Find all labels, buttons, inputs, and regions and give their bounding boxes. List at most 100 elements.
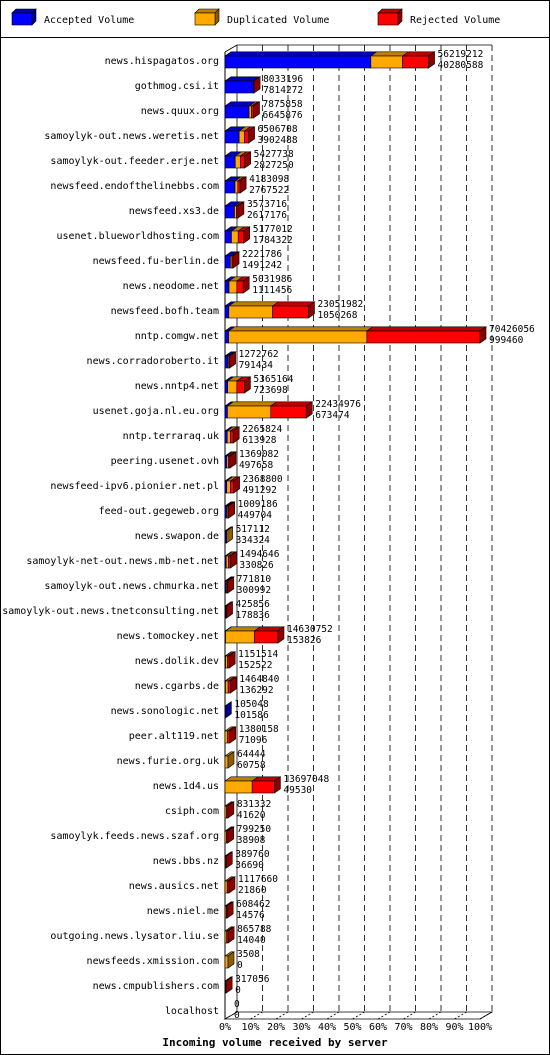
total-value-label: 3573716 <box>247 199 287 210</box>
bar-segment <box>224 155 236 169</box>
bar-row <box>224 126 256 144</box>
bar-segment <box>254 630 279 644</box>
total-value-label: 1494646 <box>239 549 279 560</box>
server-label: news.dolik.dev <box>135 656 219 667</box>
bar-segment <box>225 555 229 569</box>
accepted-value-label: 1491242 <box>242 260 282 271</box>
server-label: news.sonologic.net <box>111 706 219 717</box>
bar-segment <box>224 430 228 444</box>
legend-swatch <box>377 12 399 26</box>
server-label: news.nntp4.net <box>135 381 219 392</box>
server-label: newsfeed.endofthelinebbs.com <box>50 181 219 192</box>
bar-row <box>224 926 236 944</box>
bar-side <box>229 726 237 744</box>
server-label: newsfeed.xs3.de <box>129 206 219 217</box>
total-value-label: 4183098 <box>249 174 289 185</box>
total-value-label: 22434976 <box>315 399 361 410</box>
bar-side <box>226 601 233 619</box>
bar-segment <box>227 405 272 419</box>
bars <box>224 51 487 994</box>
bar-side <box>230 551 237 569</box>
top-left-edge <box>224 44 238 53</box>
bar-segment <box>224 730 228 744</box>
accepted-value-label: 791434 <box>239 360 274 371</box>
bar-side <box>277 626 285 644</box>
server-label: news.furie.org.uk <box>117 756 219 767</box>
server-label: usenet.goja.nl.eu.org <box>93 406 219 417</box>
server-label: newsfeed.fu-berlin.de <box>93 256 219 267</box>
bar-segment <box>230 480 234 494</box>
server-label: samoylyk-out.news.weretis.net <box>44 131 219 142</box>
bar-segment <box>234 155 241 169</box>
bar-side <box>233 476 240 494</box>
bar-side <box>229 351 236 369</box>
bar-segment <box>224 780 253 794</box>
accepted-value-label: 723698 <box>253 385 288 396</box>
bar-row <box>224 601 234 619</box>
accepted-value-label: 71096 <box>239 735 268 746</box>
accepted-value-label: 497658 <box>239 460 274 471</box>
bar-side <box>242 276 250 294</box>
server-label: news.1d4.us <box>153 781 219 792</box>
server-label: newsfeed.bofh.team <box>111 306 219 317</box>
legend-swatch <box>194 12 216 26</box>
legend: Accepted Volume Duplicated Volume Rejected… <box>11 8 500 26</box>
accepted-value-label: 613928 <box>242 435 277 446</box>
server-label: news.swapon.de <box>135 531 219 542</box>
total-value-label: 5031986 <box>252 274 292 285</box>
total-value-label: 13697048 <box>283 774 329 785</box>
server-label: news.niel.me <box>147 906 219 917</box>
total-value-label: 865788 <box>237 924 272 935</box>
accepted-value-label: 2767522 <box>249 185 289 196</box>
bar-side <box>274 776 281 794</box>
accepted-value-label: 300992 <box>237 585 271 596</box>
bar-row <box>224 851 234 869</box>
accepted-value-label: 60758 <box>237 760 266 771</box>
bar-row <box>224 501 236 519</box>
x-tick-label: 100% <box>468 1022 492 1033</box>
server-label: feed-out.gegeweb.org <box>99 506 219 517</box>
bar-side <box>248 126 255 144</box>
accepted-value-label: 101586 <box>234 710 269 721</box>
bar-row <box>224 976 234 994</box>
total-value-label: 105048 <box>234 699 269 710</box>
bar-segment <box>248 105 252 119</box>
total-value-label: 6506708 <box>258 124 298 135</box>
bar-side <box>244 151 251 169</box>
bar-segment <box>236 280 244 294</box>
bar-segment <box>224 955 229 969</box>
bar-row <box>224 701 233 719</box>
bar-row <box>224 151 252 169</box>
bar-segment <box>227 680 231 694</box>
bar-side <box>305 401 313 419</box>
bar-segment <box>224 355 229 369</box>
bar-side <box>226 901 234 919</box>
bar-row <box>224 376 252 394</box>
total-value-label: 425856 <box>236 599 271 610</box>
total-value-label: 23051982 <box>317 299 363 310</box>
total-value-label: 1151514 <box>238 649 278 660</box>
server-label: news.tomockey.net <box>117 631 219 642</box>
bar-row <box>224 651 237 669</box>
bar-segment <box>224 180 236 194</box>
accepted-value-label: 49530 <box>283 785 312 796</box>
total-value-label: 389760 <box>235 849 270 860</box>
bar-side <box>225 701 232 719</box>
x-tick-label: 50% <box>343 1022 361 1033</box>
bar-side <box>227 826 235 844</box>
total-value-label: 1117660 <box>238 874 278 885</box>
total-value-label: 799250 <box>237 824 272 835</box>
bar-side <box>244 376 251 394</box>
accepted-value-label: 40280588 <box>438 60 484 71</box>
bar-segment <box>227 380 238 394</box>
accepted-value-label: 21860 <box>238 885 267 896</box>
bar-segment <box>224 105 250 119</box>
server-label: news.bbs.nz <box>153 856 219 867</box>
bar-segment <box>224 230 232 244</box>
bar-segment <box>224 80 254 94</box>
bar-segment <box>234 180 239 194</box>
bar-side <box>428 51 435 69</box>
accepted-value-label: 152522 <box>238 660 272 671</box>
bar-segment <box>244 130 249 144</box>
bar-segment <box>402 55 429 69</box>
